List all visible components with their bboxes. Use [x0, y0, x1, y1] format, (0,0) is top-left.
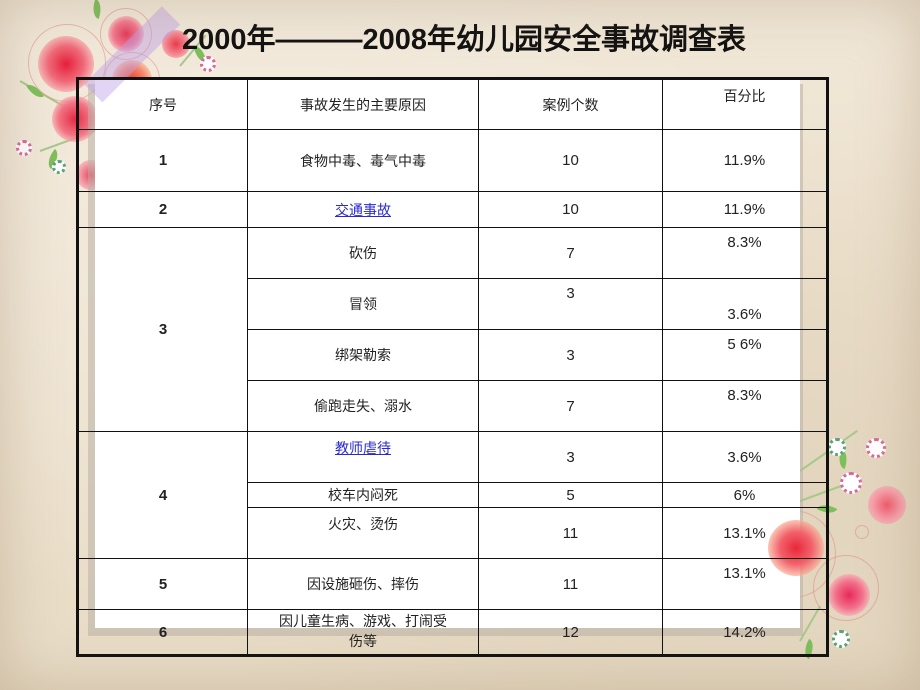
row-count: 3 — [478, 278, 663, 330]
row-cause-cell: 教师虐待 — [247, 431, 479, 483]
row-count: 3 — [478, 329, 663, 381]
table-row: 冒领 3 3.6% — [78, 278, 828, 330]
row-no: 1 — [77, 129, 248, 192]
table-row: 5 因设施砸伤、摔伤 11 13.1% — [77, 558, 828, 610]
row-cause-line-2: 伤等 — [349, 634, 377, 650]
header-count: 案例个数 — [478, 78, 663, 130]
traffic-accident-link[interactable]: 交通事故 — [335, 202, 391, 219]
row-cause-cell: 因儿童生病、游戏、打闹受 伤等 — [247, 609, 479, 656]
table-row: 4 教师虐待 3 3.6% — [77, 431, 828, 559]
table-row: 偷跑走失、溺水 7 8.3% — [78, 380, 828, 432]
row-cause: 火灾、烫伤 — [247, 507, 479, 559]
row-percent: 13.1% — [662, 507, 828, 559]
row-cause: 冒领 — [247, 278, 479, 330]
row-count: 10 — [478, 191, 663, 228]
row-percent: 14.2% — [662, 609, 828, 656]
table-row: 火灾、烫伤 11 13.1% — [78, 507, 828, 559]
row-cause-line-1: 因儿童生病、游戏、打闹受 — [279, 614, 447, 630]
row-cause: 食物中毒、毒气中毒 — [247, 129, 479, 192]
row-count: 3 — [478, 431, 663, 483]
header-no: 序号 — [77, 78, 248, 130]
row-percent: 3.6% — [662, 431, 828, 483]
row-no: 2 — [77, 191, 248, 228]
row-count: 11 — [478, 507, 663, 559]
row-count: 7 — [478, 227, 663, 279]
row-count: 12 — [478, 609, 663, 656]
header-cause: 事故发生的主要原因 — [247, 78, 479, 130]
row-percent: 5 6% — [662, 329, 828, 381]
row-percent: 11.9% — [662, 191, 828, 228]
row-percent: 13.1% — [662, 558, 828, 610]
row-percent: 8.3% — [662, 380, 828, 432]
table-row: 绑架勒索 3 5 6% — [78, 329, 828, 381]
row-no: 4 — [77, 431, 248, 559]
row-percent: 8.3% — [662, 227, 828, 279]
page-title: 2000年———2008年幼儿园安全事故调查表 — [181, 24, 747, 56]
row-count: 7 — [478, 380, 663, 432]
table-header-row: 序号 事故发生的主要原因 案例个数 百分比 — [77, 78, 828, 130]
row-cause: 砍伤 — [247, 227, 479, 279]
row-no: 3 — [77, 227, 248, 432]
accident-survey-table: 序号 事故发生的主要原因 案例个数 百分比 1 食物中毒、毒气中毒 10 11.… — [76, 77, 829, 657]
table-row: 6 因儿童生病、游戏、打闹受 伤等 12 14.2% — [77, 609, 828, 656]
row-percent: 11.9% — [662, 129, 828, 192]
row-cause: 因设施砸伤、摔伤 — [247, 558, 479, 610]
table-row: 2 交通事故 10 11.9% — [77, 191, 828, 228]
row-count: 10 — [478, 129, 663, 192]
table-row: 1 食物中毒、毒气中毒 10 11.9% — [77, 129, 828, 192]
header-percent: 百分比 — [662, 78, 828, 130]
row-cause: 偷跑走失、溺水 — [247, 380, 479, 432]
row-count: 11 — [478, 558, 663, 610]
row-percent: 6% — [662, 482, 828, 508]
row-no: 5 — [77, 558, 248, 610]
table-row: 3 砍伤 7 8.3% — [77, 227, 828, 432]
row-cause-cell: 交通事故 — [247, 191, 479, 228]
row-cause: 校车内闷死 — [247, 482, 479, 508]
row-count: 5 — [478, 482, 663, 508]
row-percent: 3.6% — [662, 278, 828, 330]
row-cause: 绑架勒索 — [247, 329, 479, 381]
teacher-abuse-link[interactable]: 教师虐待 — [335, 441, 391, 457]
flower-overlay-2 — [828, 574, 870, 616]
row-no: 6 — [77, 609, 248, 656]
